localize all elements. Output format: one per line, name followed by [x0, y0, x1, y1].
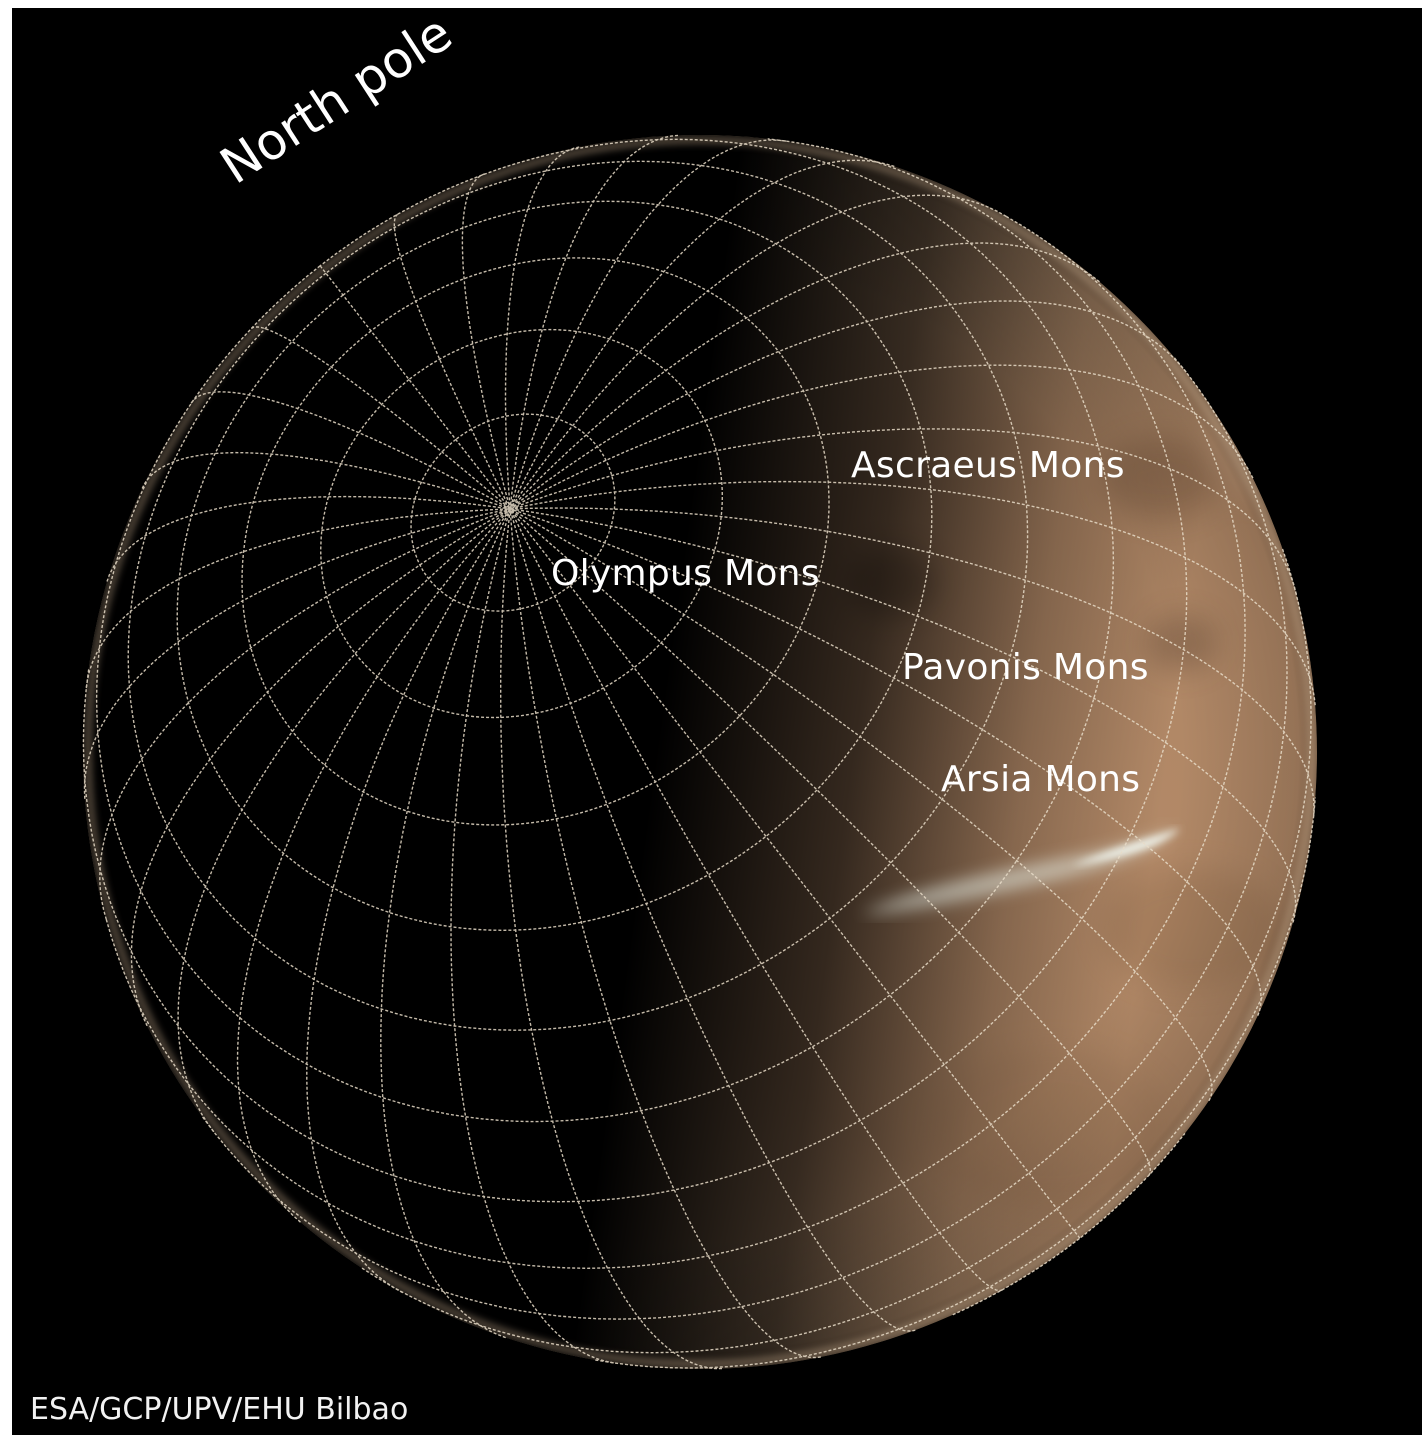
grid-line: [504, 146, 580, 509]
image-credit: ESA/GCP/UPV/EHU Bilbao: [30, 1392, 409, 1427]
grid-line: [509, 134, 679, 509]
grid-line: [410, 413, 616, 612]
grid-line: [595, 797, 1316, 1369]
grid-line: [450, 508, 614, 1364]
planet-disk: [83, 135, 1317, 1369]
grid-line: [241, 257, 830, 826]
cloud-plume: [862, 826, 1180, 914]
grid-line: [509, 508, 1213, 1102]
grid-line: [509, 480, 1316, 706]
grid-line: [509, 139, 787, 510]
grid-line: [500, 508, 723, 1370]
grid-line: [509, 508, 1081, 1239]
grid-line: [509, 508, 821, 1359]
grid-line: [509, 508, 1297, 923]
grid-line: [509, 159, 895, 510]
grid-line: [509, 508, 916, 1332]
grid-line: [82, 138, 1188, 1203]
grid-line: [141, 451, 511, 510]
grid-line: [127, 160, 1029, 1031]
grid-line: [105, 215, 1246, 1270]
grid-line: [250, 326, 511, 510]
pavonis-mons-label: Pavonis Mons: [902, 647, 1149, 688]
grid-line: [83, 508, 511, 799]
latlon-grid: [82, 134, 1316, 1370]
grid-line: [306, 508, 511, 1294]
arsia-mons-label: Arsia Mons: [941, 759, 1141, 800]
grid-line: [361, 548, 1312, 1354]
ascraeus-mons-label: Ascraeus Mons: [851, 445, 1125, 486]
grid-line: [130, 508, 511, 1027]
grid-line: [190, 391, 511, 510]
grid-line: [319, 328, 724, 719]
grid-line: [106, 495, 511, 582]
grid-line: [510, 507, 1315, 817]
grid-line: [509, 508, 1262, 1016]
mars-globe: [82, 134, 1317, 1370]
grid-line: [461, 173, 511, 510]
grid-line: [380, 508, 511, 1339]
grid-line: [177, 508, 511, 1133]
grid-line: [509, 300, 1187, 510]
grid-line: [509, 428, 1298, 595]
mars-image: North pole Ascraeus Mons Olympus Mons Pa…: [12, 8, 1422, 1435]
grid-line: [85, 508, 511, 689]
olympus-mons-label: Olympus Mons: [551, 553, 820, 594]
